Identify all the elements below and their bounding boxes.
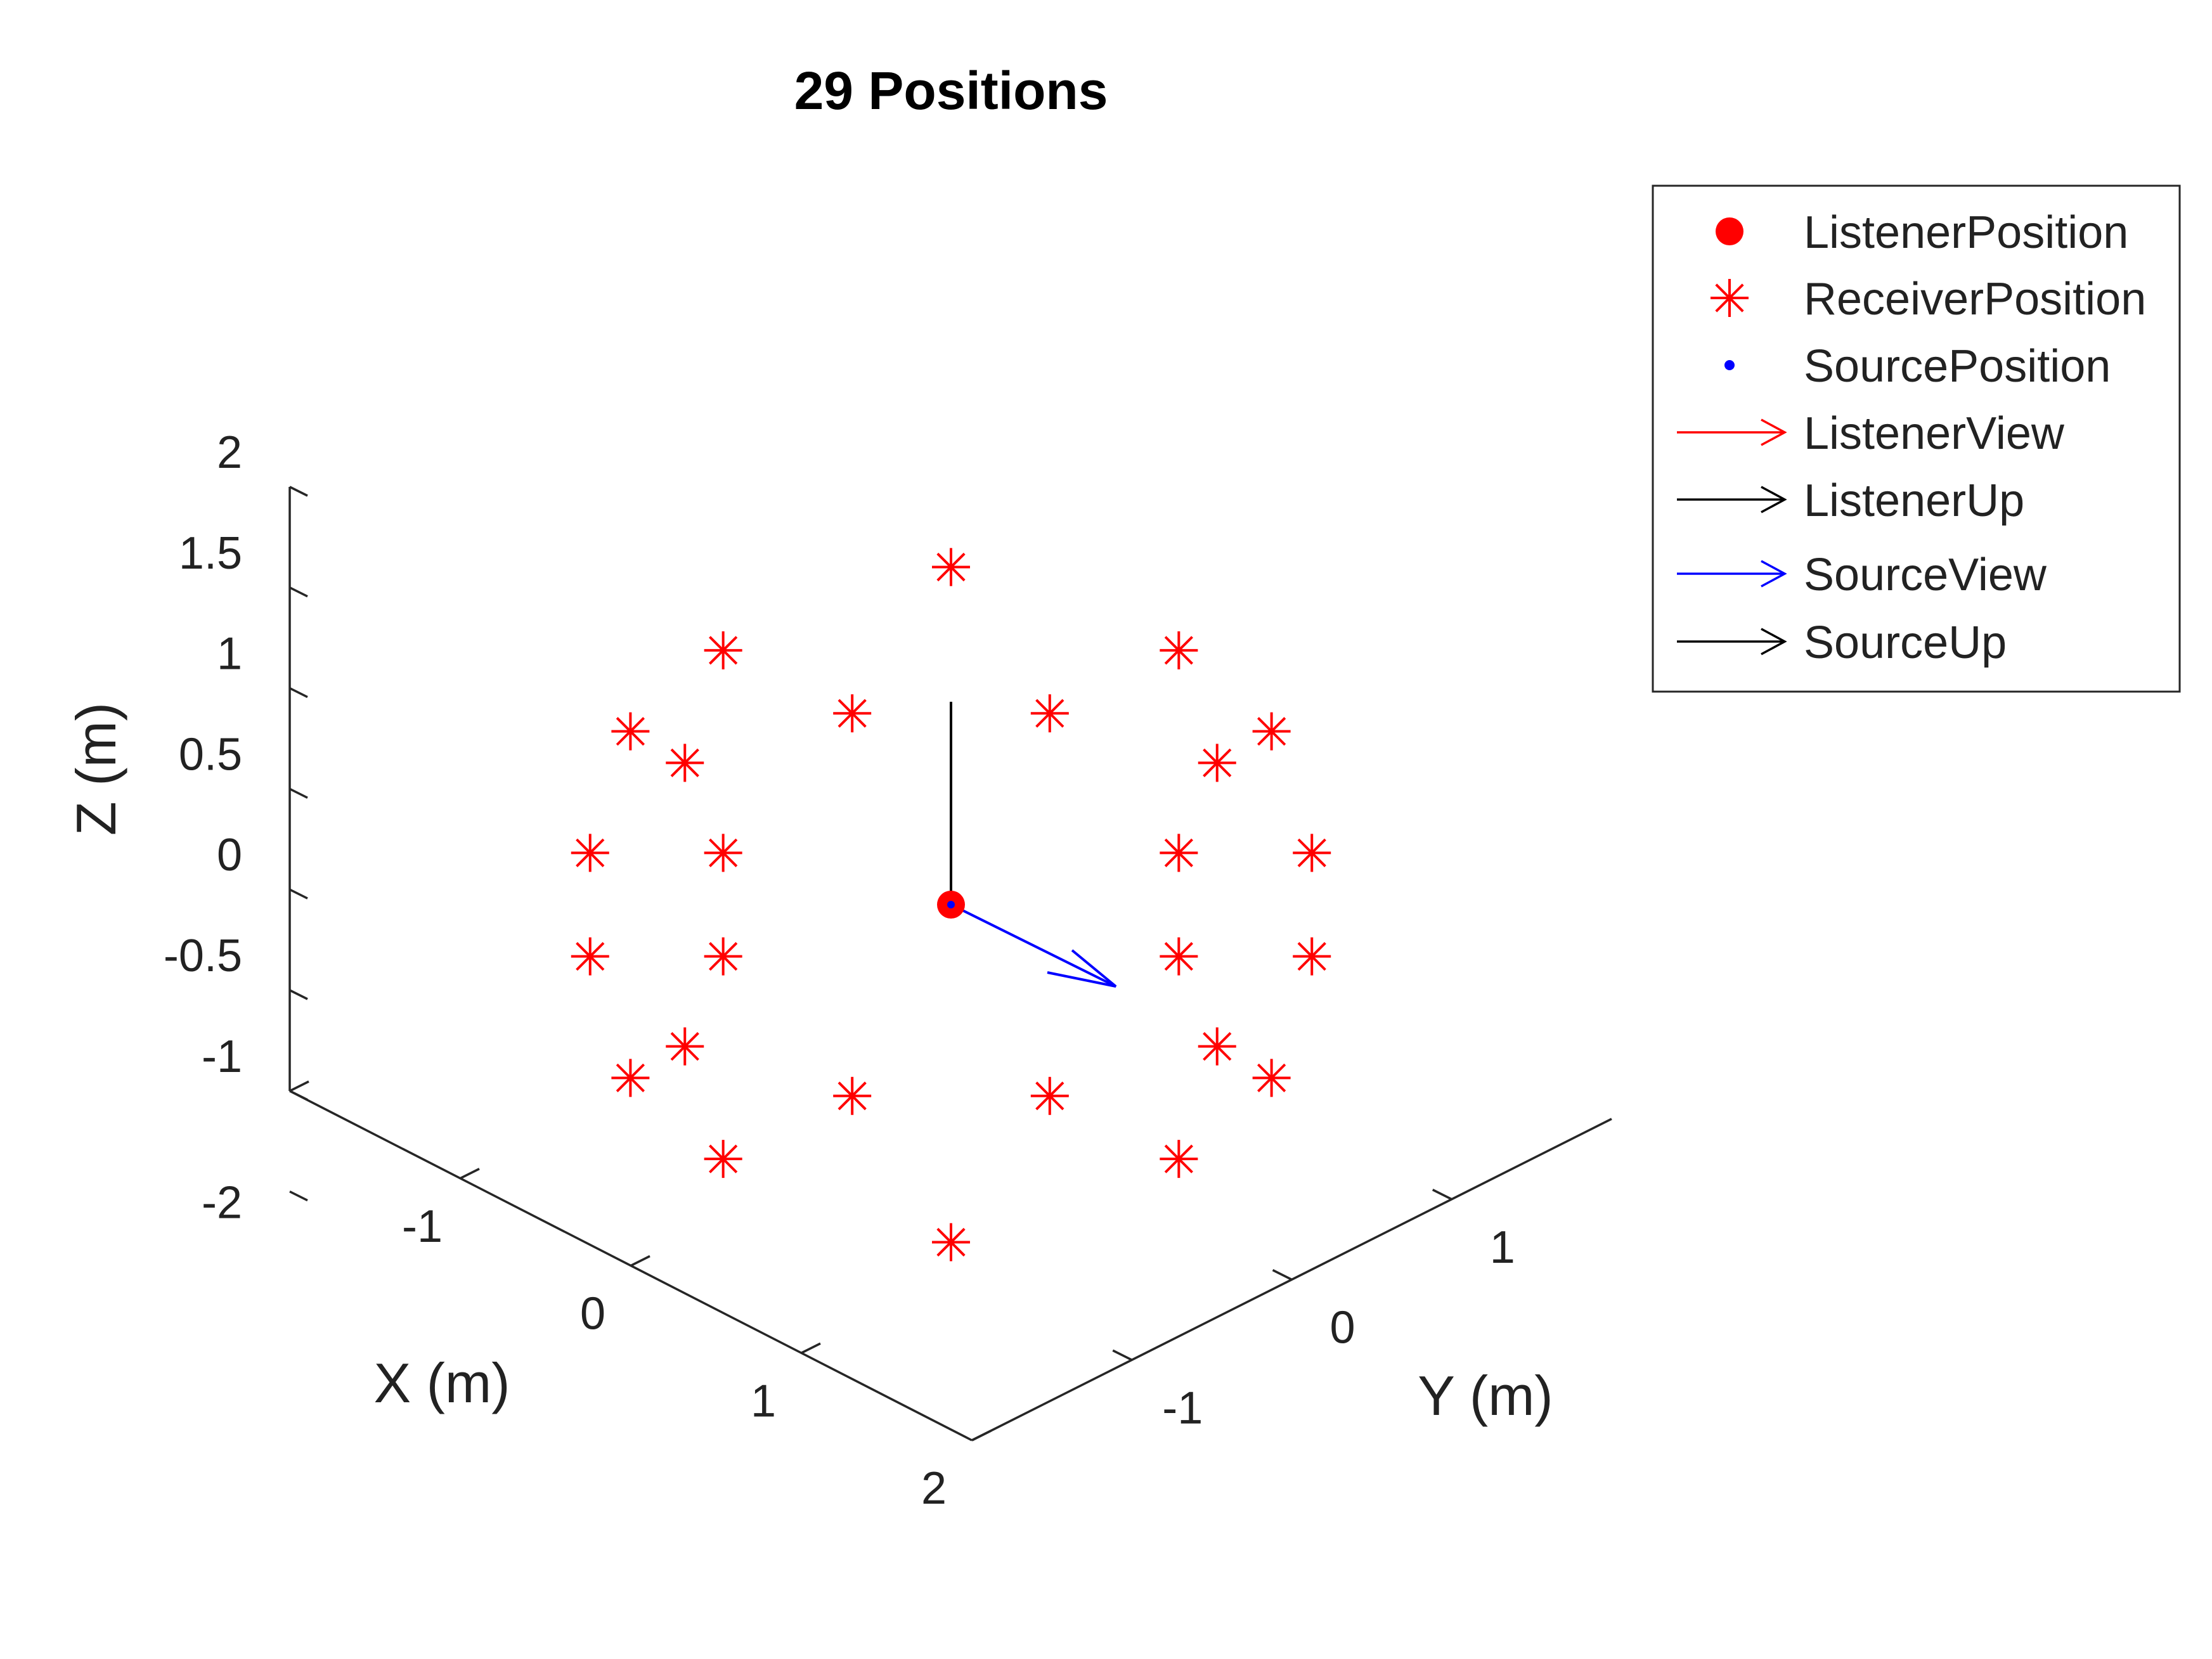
x-tick	[460, 1168, 480, 1180]
x-tick-label: -1	[402, 1201, 443, 1252]
axes-3d: 2 1.5 1 0.5 0 -0.5 -1 -2 -1 0 1 2 -1 0 1	[164, 427, 1612, 1514]
y-tick	[1432, 1189, 1452, 1201]
z-tick-label: 0	[217, 830, 242, 881]
x-tick-label: 1	[751, 1376, 776, 1426]
receiver-position-marker	[704, 631, 742, 669]
receiver-position-marker	[1030, 694, 1069, 733]
legend-entry: ListenerView	[1677, 408, 2065, 459]
x-tick-label: 0	[580, 1289, 605, 1339]
receiver-position-marker	[571, 834, 609, 872]
legend-label: ListenerUp	[1804, 475, 2024, 526]
legend-arrow-icon	[1677, 628, 1787, 655]
legend-label: SourceUp	[1804, 617, 2007, 668]
legend-box	[1652, 184, 2181, 693]
receiver-position-marker	[833, 1076, 872, 1115]
receiver-position-marker	[932, 548, 970, 586]
z-tick-label: 1	[217, 629, 242, 680]
receiver-position-marker	[1160, 631, 1198, 669]
z-tick	[289, 989, 308, 1000]
z-tick	[289, 787, 308, 799]
legend-label: ListenerPosition	[1804, 207, 2128, 258]
x-tick-label: 2	[921, 1463, 947, 1514]
legend-entry: ReceiverPosition	[1711, 274, 2146, 325]
z-tick-label: 2	[217, 427, 242, 478]
legend-label: SourceView	[1804, 550, 2047, 600]
y-tick	[1112, 1349, 1133, 1361]
receiver-position-marker	[704, 834, 742, 872]
legend-asterisk-marker	[1711, 279, 1749, 317]
legend-arrow-icon	[1677, 560, 1787, 588]
receiver-position-marker	[833, 694, 872, 733]
y-axis-label: Y (m)	[1418, 1364, 1553, 1427]
z-tick-label: -0.5	[164, 931, 242, 981]
legend: ListenerPosition ReceiverPosition SourcePo…	[1652, 184, 2181, 693]
receiver-position-marker	[1293, 834, 1331, 872]
legend-arrow-icon	[1677, 486, 1787, 513]
z-tick	[289, 486, 308, 497]
x-tick	[801, 1342, 821, 1354]
z-tick-label: 1.5	[179, 528, 242, 579]
source-view-shaft	[950, 903, 1116, 988]
receiver-position-marker	[611, 1059, 650, 1097]
axis-tick-labels: 2 1.5 1 0.5 0 -0.5 -1 -2 -1 0 1 2 -1 0 1	[164, 427, 1515, 1514]
z-tick-label: -2	[202, 1178, 242, 1229]
legend-entry: SourceUp	[1677, 617, 2007, 668]
receiver-markers	[571, 548, 1331, 1262]
plot-area	[571, 548, 1331, 1262]
receiver-position-marker	[932, 1223, 970, 1262]
z-tick	[289, 888, 308, 900]
receiver-position-marker	[1030, 1076, 1069, 1115]
source-view-vector	[950, 903, 1117, 988]
receiver-position-marker	[1198, 744, 1236, 782]
x-tick	[289, 1080, 309, 1092]
y-tick-label: -1	[1162, 1383, 1203, 1433]
legend-entry: SourceView	[1677, 550, 2047, 600]
z-tick	[289, 1191, 308, 1202]
legend-label: ListenerView	[1804, 408, 2065, 459]
receiver-position-marker	[1198, 1027, 1236, 1066]
receiver-position-marker	[1160, 937, 1198, 976]
legend-entry: SourcePosition	[1724, 341, 2111, 392]
z-tick	[289, 586, 308, 598]
y-tick	[1272, 1268, 1293, 1281]
z-tick	[289, 1090, 308, 1101]
source-view-arrowhead	[1047, 949, 1117, 988]
receiver-position-marker	[1252, 1059, 1291, 1097]
receiver-position-marker	[666, 744, 704, 782]
receiver-position-marker	[666, 1027, 704, 1066]
receiver-position-marker	[704, 1140, 742, 1178]
y-tick-label: 0	[1329, 1303, 1355, 1353]
source-position-marker	[947, 901, 955, 908]
receiver-position-marker	[571, 937, 609, 976]
x-axis-label: X (m)	[373, 1352, 510, 1414]
receiver-position-marker	[1293, 937, 1331, 976]
receiver-position-marker	[704, 937, 742, 976]
x-tick	[630, 1255, 650, 1267]
legend-arrow-icon	[1677, 418, 1787, 446]
receiver-position-marker	[1252, 712, 1291, 751]
legend-entry: ListenerPosition	[1716, 207, 2128, 258]
axis-ticks	[289, 486, 1452, 1442]
z-tick	[289, 687, 308, 699]
chart-title: 29 Positions	[794, 61, 1108, 120]
legend-label: ReceiverPosition	[1804, 274, 2146, 325]
z-tick-label: 0.5	[179, 729, 242, 780]
receiver-position-marker	[1160, 834, 1198, 872]
legend-dot-marker	[1724, 360, 1735, 370]
legend-label: SourcePosition	[1804, 341, 2111, 392]
y-tick-label: 1	[1490, 1222, 1515, 1273]
legend-filled-dot-marker	[1716, 217, 1743, 245]
x-tick	[971, 1430, 992, 1442]
legend-entry: ListenerUp	[1677, 475, 2024, 526]
z-axis-label: Z (m)	[65, 702, 127, 836]
receiver-position-marker	[611, 712, 650, 751]
z-tick-label: -1	[202, 1031, 242, 1082]
receiver-position-marker	[1160, 1140, 1198, 1178]
